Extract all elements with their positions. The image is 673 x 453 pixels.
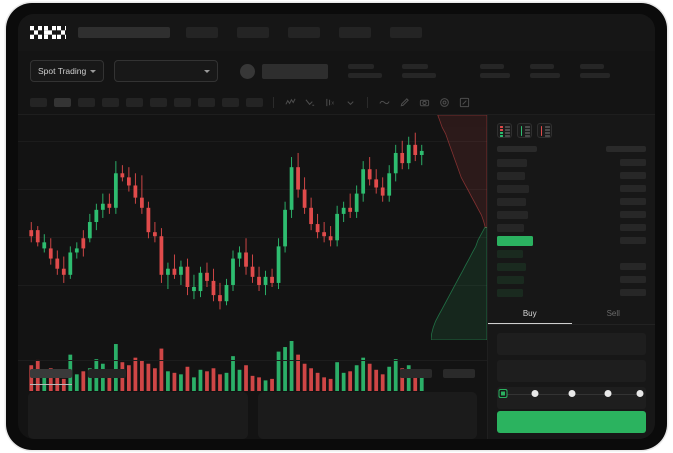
okx-logo-icon[interactable] — [30, 26, 66, 39]
order-book-spread-row[interactable] — [497, 234, 646, 247]
orderbook-bids-icon[interactable] — [517, 123, 532, 138]
top-navigation-bar — [18, 14, 655, 51]
app-screen: Spot Trading — [18, 14, 655, 439]
slider-step-100[interactable] — [636, 390, 644, 397]
wave-icon[interactable] — [378, 96, 391, 109]
order-book-ask-row[interactable] — [497, 169, 646, 182]
chart-pane[interactable] — [18, 115, 487, 439]
ob-col-price — [497, 146, 537, 152]
svg-text:x: x — [331, 100, 334, 106]
toolbar-divider — [273, 97, 274, 108]
market-stat-0 — [348, 64, 383, 78]
market-type-dropdown[interactable]: Spot Trading — [30, 60, 105, 82]
order-book-ask-row[interactable] — [497, 156, 646, 169]
camera-icon[interactable] — [418, 96, 431, 109]
order-card-0[interactable] — [28, 392, 248, 439]
order-book-header — [497, 146, 646, 152]
market-stat-4 — [580, 64, 611, 78]
slider-handle[interactable] — [498, 389, 508, 398]
main-content: Buy Sell — [18, 115, 655, 439]
timeframe-chip-5[interactable] — [150, 98, 167, 107]
timeframe-chip-9[interactable] — [246, 98, 263, 107]
timeframe-chip-6[interactable] — [174, 98, 191, 107]
chevron-down-icon — [204, 69, 211, 73]
nav-item-4[interactable] — [390, 27, 422, 38]
fullscreen-icon[interactable] — [458, 96, 471, 109]
price-group — [240, 63, 329, 79]
order-card-1[interactable] — [257, 392, 477, 439]
order-amount-field[interactable] — [497, 360, 646, 382]
nav-item-0[interactable] — [186, 27, 218, 38]
ob-col-amount — [606, 146, 646, 152]
trade-sidebar: Buy Sell — [487, 115, 655, 439]
place-order-button[interactable] — [497, 411, 646, 433]
orders-tab-bar — [18, 360, 487, 386]
tab-sell[interactable]: Sell — [606, 309, 620, 318]
market-stat-1 — [402, 64, 437, 78]
trade-order-form — [488, 327, 655, 420]
indicators-icon[interactable]: x — [324, 96, 337, 109]
timeframe-chip-1[interactable] — [54, 98, 71, 107]
timeframe-chip-8[interactable] — [222, 98, 239, 107]
market-type-label: Spot Trading — [38, 66, 87, 76]
trade-side-tabs: Buy Sell — [488, 303, 655, 325]
order-price-field[interactable] — [497, 333, 646, 355]
timeframe-chip-0[interactable] — [30, 98, 47, 107]
slider-step-50[interactable] — [568, 390, 575, 397]
order-book-bid-row[interactable] — [497, 247, 646, 260]
candlestick-chart[interactable] — [18, 115, 487, 327]
tab-buy[interactable]: Buy — [488, 303, 572, 324]
amount-percent-slider[interactable] — [498, 389, 644, 399]
coin-avatar — [240, 63, 256, 79]
settings-icon[interactable] — [438, 96, 451, 109]
nav-item-1[interactable] — [237, 27, 269, 38]
order-book-bid-row[interactable] — [497, 273, 646, 286]
trading-pair-dropdown[interactable] — [114, 60, 219, 82]
timeframe-chip-4[interactable] — [126, 98, 143, 107]
chart-toolbar: x — [18, 91, 655, 115]
bottom-action-0[interactable] — [400, 369, 432, 378]
global-search-input[interactable] — [78, 27, 170, 38]
market-stat-3 — [530, 64, 561, 78]
nav-item-2[interactable] — [288, 27, 320, 38]
order-book-bid-row[interactable] — [497, 260, 646, 273]
toolbar-divider — [367, 97, 368, 108]
slider-step-25[interactable] — [531, 390, 539, 397]
bottom-tab-0[interactable] — [30, 369, 72, 385]
nav-item-3[interactable] — [339, 27, 371, 38]
bottom-action-1[interactable] — [443, 369, 475, 378]
orderbook-both-icon[interactable] — [497, 123, 512, 138]
market-subheader: Spot Trading — [18, 51, 655, 91]
device-frame: Spot Trading — [6, 3, 667, 450]
line-chart-icon[interactable] — [284, 96, 297, 109]
order-book-ask-row[interactable] — [497, 221, 646, 234]
order-book-ask-row[interactable] — [497, 195, 646, 208]
order-book-ask-row[interactable] — [497, 208, 646, 221]
order-book-bid-row[interactable] — [497, 286, 646, 299]
timeframe-chip-3[interactable] — [102, 98, 119, 107]
orders-card-area — [18, 386, 487, 439]
chevron-down-icon[interactable] — [344, 96, 357, 109]
market-stat-2 — [480, 64, 511, 78]
chevron-down-icon — [90, 69, 97, 73]
timeframe-chip-2[interactable] — [78, 98, 95, 107]
slider-step-75[interactable] — [604, 390, 612, 397]
order-book[interactable] — [488, 144, 655, 299]
okx-logo-svg — [30, 26, 66, 39]
orderbook-asks-icon[interactable] — [537, 123, 552, 138]
orderbook-view-modes — [488, 115, 655, 144]
depth-chart-overlay — [431, 115, 487, 340]
timeframe-chip-7[interactable] — [198, 98, 215, 107]
last-price-value — [262, 63, 329, 79]
order-book-ask-row[interactable] — [497, 182, 646, 195]
area-chart-icon[interactable] — [304, 96, 317, 109]
pencil-icon[interactable] — [398, 96, 411, 109]
bottom-tab-1[interactable] — [88, 369, 126, 378]
